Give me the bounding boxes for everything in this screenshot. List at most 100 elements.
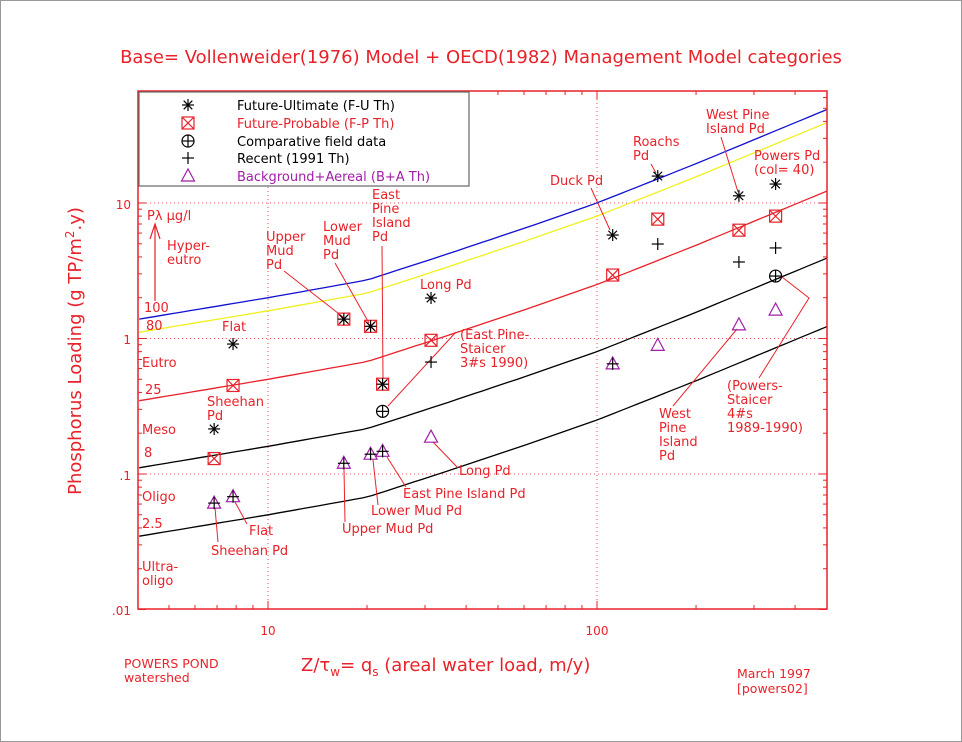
triangle-outline bbox=[180, 167, 196, 182]
curve-label-2-5: 2.5 bbox=[142, 517, 163, 532]
leader-line bbox=[387, 331, 457, 407]
annotation-label: Staicer bbox=[460, 342, 506, 357]
leader-line bbox=[672, 328, 738, 407]
annotation-label: Lower Mud Pd bbox=[371, 504, 462, 519]
triangle-marker bbox=[768, 301, 784, 316]
box-x-marker bbox=[424, 333, 438, 347]
annotation-leaders bbox=[214, 136, 810, 543]
box-outline bbox=[226, 378, 240, 393]
asterisk-stroke bbox=[339, 314, 349, 324]
curve-label-25: 25 bbox=[145, 383, 162, 398]
leader-line bbox=[214, 507, 219, 543]
annotation-label: Lower bbox=[323, 220, 363, 235]
annotation-label: Pd bbox=[266, 258, 282, 273]
x-axis-label: Z/τw= qs (areal water load, m/y) bbox=[301, 655, 590, 679]
box-diagonal bbox=[181, 116, 195, 130]
y-axis-label: Phosphorus Loading (g TP/m2.y) bbox=[63, 207, 86, 495]
legend-label-future-probable: Future-Probable (F-P Th) bbox=[237, 117, 394, 132]
x-tick-label: 10 bbox=[260, 624, 275, 638]
triangle-outline bbox=[423, 428, 439, 443]
box-x-marker bbox=[732, 223, 746, 237]
asterisk-stroke bbox=[734, 191, 744, 201]
asterisk-marker bbox=[606, 229, 619, 242]
asterisk-marker bbox=[769, 178, 782, 191]
box-diagonal bbox=[424, 333, 438, 347]
annotation-label: 3#s 1990) bbox=[460, 356, 528, 371]
leader-line bbox=[343, 468, 346, 523]
legend-label-future-ultimate: Future-Ultimate (F-U Th) bbox=[237, 99, 395, 114]
annotation-label: Pd bbox=[323, 248, 339, 263]
curve-label-100: 100 bbox=[144, 301, 169, 316]
box-outline bbox=[181, 116, 195, 130]
annotation-label: Island bbox=[659, 435, 698, 450]
footer-file-id: [powers02] bbox=[737, 681, 808, 696]
annotation-label: Upper bbox=[266, 230, 306, 245]
legend-markers bbox=[180, 99, 196, 182]
criteria-curve-25 bbox=[139, 190, 827, 402]
asterisk-stroke bbox=[377, 379, 388, 389]
triangle-marker bbox=[731, 316, 747, 331]
plus-marker bbox=[769, 241, 782, 254]
axis-ticks bbox=[138, 91, 828, 610]
box-diagonal bbox=[226, 379, 240, 392]
curve-label-8: 8 bbox=[144, 446, 152, 461]
plus-marker bbox=[606, 357, 619, 370]
legend-label-recent: Recent (1991 Th) bbox=[237, 152, 350, 167]
leader-line bbox=[234, 501, 248, 525]
grid-lines bbox=[138, 91, 827, 609]
annotation-label: Duck Pd bbox=[550, 174, 603, 189]
annotation-label: Pd bbox=[372, 230, 388, 245]
annotation-label: Roachs bbox=[633, 135, 680, 150]
footer-location: watershed bbox=[124, 670, 190, 685]
annotation-label: Island Pd bbox=[706, 122, 765, 137]
leader-line bbox=[590, 187, 611, 231]
footer-date: March 1997 bbox=[737, 666, 811, 681]
arrow-up-icon bbox=[149, 222, 161, 301]
plus-marker bbox=[732, 255, 745, 268]
annotation-label: 1989-1990) bbox=[727, 421, 803, 436]
plus-marker bbox=[376, 445, 389, 458]
asterisk-marker bbox=[376, 378, 389, 391]
trophic-eutro-label: Eutro bbox=[142, 356, 177, 371]
asterisk-stroke bbox=[607, 230, 618, 240]
triangle-outline bbox=[650, 337, 666, 351]
asterisk-stroke bbox=[365, 321, 376, 332]
box-x-marker bbox=[207, 451, 221, 466]
annotation-label: Long Pd bbox=[459, 464, 511, 479]
asterisk-stroke bbox=[209, 424, 219, 434]
legend-label-background: Background+Aereal (B+A Th) bbox=[237, 170, 430, 185]
triangle-marker bbox=[650, 337, 666, 351]
criteria-curve-8 bbox=[139, 257, 827, 469]
circle-plus-marker bbox=[375, 404, 390, 418]
trophic-unit-label: Pλ μg/l bbox=[147, 209, 191, 224]
annotation-label: Island bbox=[372, 216, 411, 231]
annotation-label: Sheehan bbox=[207, 395, 264, 410]
box-x-marker bbox=[651, 212, 665, 226]
triangle-marker bbox=[423, 428, 439, 443]
box-x-marker bbox=[768, 209, 783, 223]
annotation-label: Mud bbox=[266, 244, 294, 259]
asterisk-stroke bbox=[426, 293, 436, 303]
box-outline bbox=[651, 212, 665, 226]
criteria-curve-2-5 bbox=[139, 325, 827, 537]
box-x-marker bbox=[606, 268, 620, 282]
footer-location: POWERS POND bbox=[124, 656, 219, 671]
annotation-label: Flat bbox=[249, 524, 273, 539]
trophic-ultra-label: Ultra- bbox=[142, 560, 179, 575]
box-outline bbox=[732, 223, 746, 237]
box-outline bbox=[424, 333, 438, 347]
asterisk-marker bbox=[651, 170, 664, 183]
annotation-label: Pd bbox=[633, 149, 649, 164]
annotation-label: Flat bbox=[222, 320, 246, 335]
trophic-hyper-label: Hyper- bbox=[167, 239, 210, 254]
asterisk-stroke bbox=[770, 179, 781, 189]
leader-line bbox=[381, 245, 384, 380]
y-tick-label: .01 bbox=[112, 604, 131, 618]
x-tick-label: 100 bbox=[586, 624, 609, 638]
leader-line bbox=[372, 459, 379, 506]
legend-label-field-data: Comparative field data bbox=[237, 135, 386, 150]
annotation-label: Sheehan Pd bbox=[211, 544, 288, 559]
criteria-curve-100 bbox=[139, 108, 827, 320]
asterisk-marker bbox=[732, 189, 745, 202]
